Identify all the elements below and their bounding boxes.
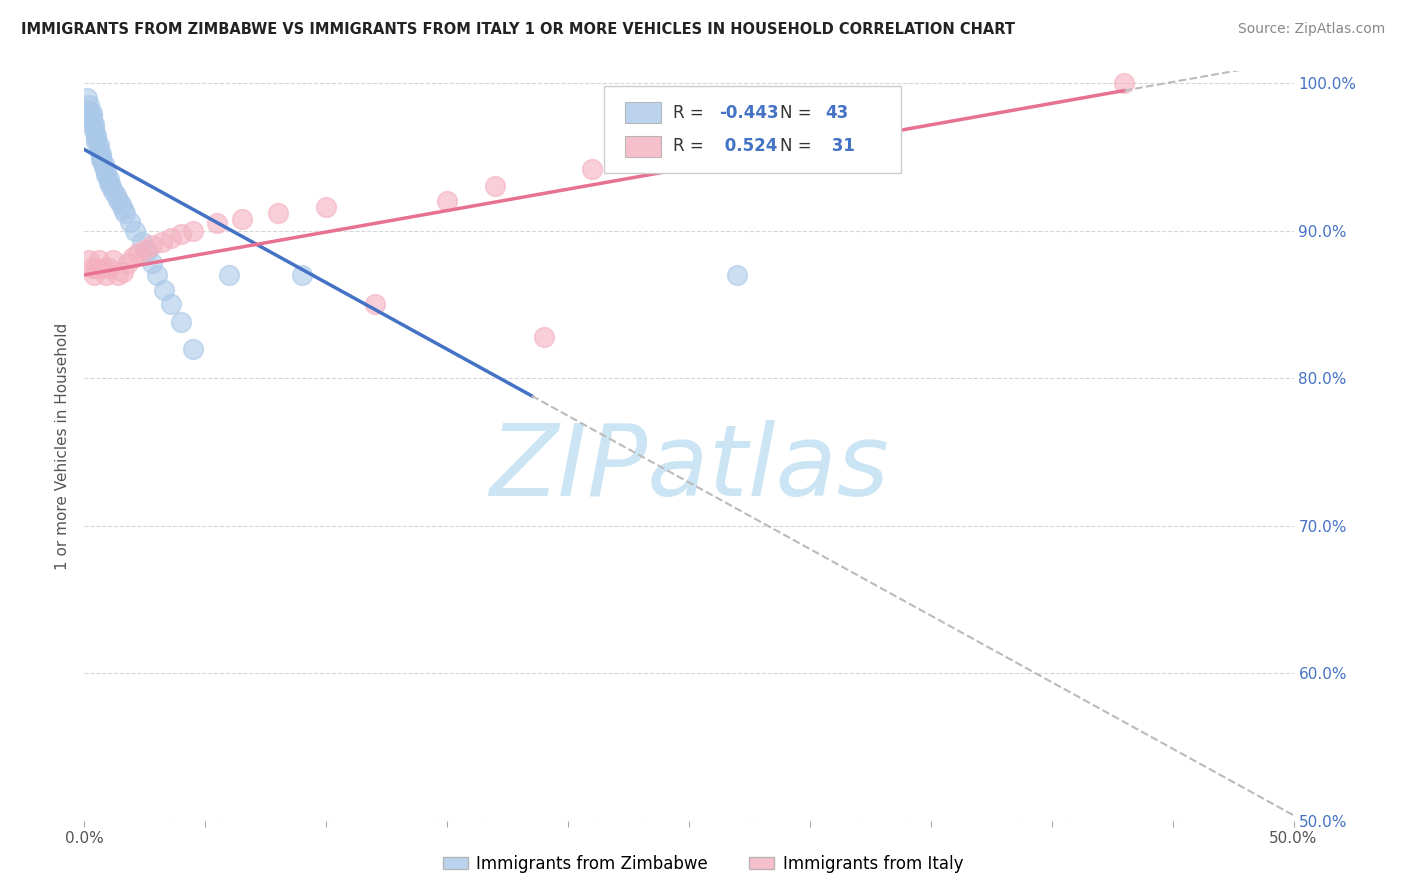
Text: -0.443: -0.443 [720, 103, 779, 121]
Point [90, 147, 112, 161]
Point [1114, 76, 1136, 90]
Point [97, 260, 120, 275]
Text: Source: ZipAtlas.com: Source: ZipAtlas.com [1237, 22, 1385, 37]
Point [77, 98, 100, 112]
Point [77, 253, 100, 268]
Point [97, 172, 120, 186]
Point [80, 105, 103, 120]
Point [533, 330, 555, 344]
Point [112, 265, 135, 279]
Point [218, 268, 240, 282]
Point [181, 342, 204, 356]
Y-axis label: 1 or more Vehicles in Household: 1 or more Vehicles in Household [55, 322, 70, 570]
Point [77, 103, 100, 117]
Point [93, 260, 115, 275]
Point [127, 245, 149, 260]
Text: 43: 43 [825, 103, 849, 121]
Point [124, 224, 146, 238]
Point [725, 268, 748, 282]
Point [363, 297, 385, 311]
Point [436, 194, 458, 209]
Point [83, 123, 105, 137]
Point [87, 253, 110, 268]
Text: R =: R = [673, 137, 709, 155]
Point [83, 118, 105, 132]
Point [146, 268, 169, 282]
Point [80, 109, 103, 123]
Text: IMMIGRANTS FROM ZIMBABWE VS IMMIGRANTS FROM ITALY 1 OR MORE VEHICLES IN HOUSEHOL: IMMIGRANTS FROM ZIMBABWE VS IMMIGRANTS F… [21, 22, 1015, 37]
Point [94, 164, 117, 178]
Text: ZIPatlas: ZIPatlas [489, 420, 889, 517]
Point [150, 235, 173, 250]
Point [114, 206, 136, 220]
Point [107, 268, 129, 282]
FancyBboxPatch shape [605, 87, 901, 172]
FancyBboxPatch shape [624, 136, 661, 157]
Point [291, 268, 314, 282]
Point [160, 231, 183, 245]
Text: 0.524: 0.524 [720, 137, 778, 155]
Point [87, 143, 110, 157]
Point [117, 256, 139, 270]
Point [93, 160, 115, 174]
Point [93, 157, 115, 171]
Point [207, 216, 229, 230]
Point [484, 179, 506, 194]
Text: N =: N = [780, 137, 817, 155]
Point [80, 113, 103, 128]
Legend: Immigrants from Zimbabwe, Immigrants from Italy: Immigrants from Zimbabwe, Immigrants fro… [436, 848, 970, 880]
Text: N =: N = [780, 103, 817, 121]
FancyBboxPatch shape [624, 102, 661, 123]
Point [141, 238, 163, 252]
Point [120, 215, 142, 229]
Point [103, 184, 125, 198]
Point [104, 188, 127, 202]
Point [315, 200, 337, 214]
Point [94, 268, 117, 282]
Point [83, 268, 105, 282]
Point [86, 130, 108, 145]
Point [181, 224, 204, 238]
Point [103, 253, 125, 268]
Point [170, 315, 193, 329]
Point [153, 283, 176, 297]
Point [83, 120, 105, 135]
Point [141, 256, 163, 270]
Point [170, 227, 193, 241]
Point [160, 297, 183, 311]
Point [80, 260, 103, 275]
Point [76, 91, 98, 105]
Point [581, 161, 603, 176]
Point [97, 177, 120, 191]
Text: R =: R = [673, 103, 709, 121]
Point [231, 211, 253, 226]
Point [134, 243, 156, 257]
Point [110, 197, 132, 211]
Point [86, 128, 108, 142]
Point [131, 235, 153, 250]
Point [121, 250, 143, 264]
Point [90, 150, 112, 164]
Point [136, 244, 159, 259]
Point [107, 193, 129, 207]
Point [86, 135, 108, 149]
Point [267, 206, 290, 220]
Point [86, 260, 108, 275]
Text: 31: 31 [825, 137, 855, 155]
Point [94, 168, 117, 182]
Point [100, 179, 122, 194]
Point [90, 153, 112, 167]
Point [112, 202, 135, 216]
Point [87, 138, 110, 153]
Point [725, 153, 748, 167]
